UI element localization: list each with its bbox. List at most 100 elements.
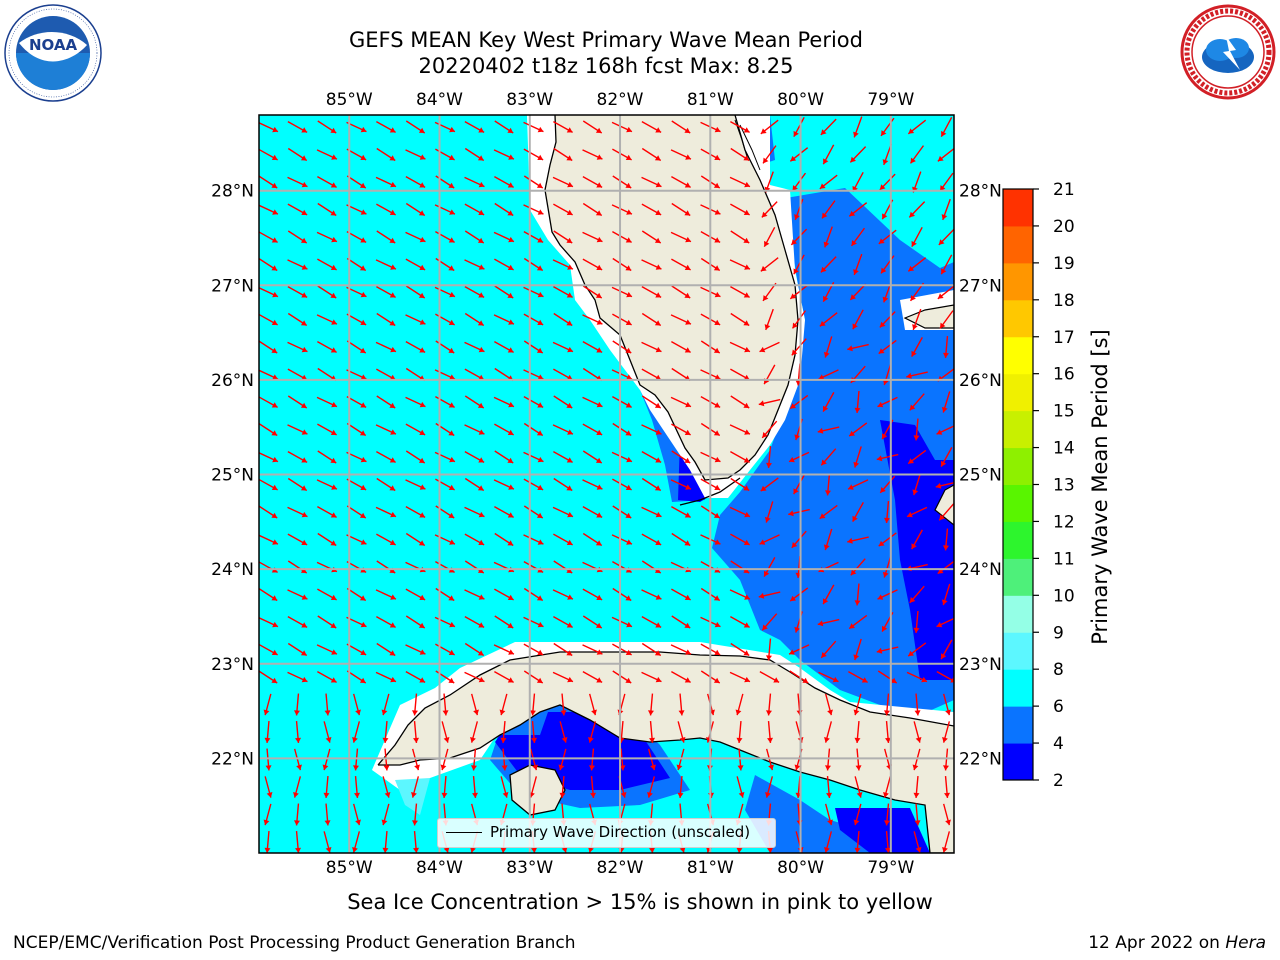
wave-arrow [611,616,633,628]
wave-arrow [765,638,772,661]
wave-arrow [677,721,686,743]
wave-arrow [822,392,835,412]
wave-arrow [730,203,750,216]
wave-arrow [375,341,397,353]
wave-arrow [376,203,396,216]
wave-arrow [287,286,308,298]
chart-title: GEFS MEAN Key West Primary Wave Mean Per… [349,28,863,52]
wave-arrow [317,532,337,547]
wave-arrow [464,176,485,188]
wave-arrow [287,671,308,683]
wave-arrow [641,259,662,270]
wave-arrow [441,775,448,799]
wave-arrow [641,642,662,657]
wave-arrow [259,313,278,326]
wave-arrow [354,775,361,799]
wave-arrow [912,473,921,496]
wave-arrow [287,506,308,518]
wave-arrow [883,776,892,798]
wave-arrow [464,616,485,628]
wave-arrow [470,693,479,716]
wave-arrow [405,450,426,464]
wave-arrow [939,310,954,329]
wave-arrow [523,231,544,243]
lon-tick-label: 82°W [597,858,644,878]
colorbar-label: Primary Wave Mean Period [s] [1088,329,1112,645]
wave-arrow [854,583,861,606]
wave-arrow [523,587,544,602]
colorbar-tick-label: 4 [1053,734,1064,754]
wave-arrow [259,422,278,437]
wave-arrow [641,312,662,327]
wave-arrow [376,230,396,244]
wave-arrow [523,286,544,298]
wave-arrow [850,558,866,576]
axis-tick-labels: 85°W 85°W 84°W 84°W 83°W 83°W 82°W 82°W 81°W 81°W… [211,90,1002,878]
wave-arrow [411,776,420,798]
wave-arrow [847,536,869,544]
wave-arrow [670,149,692,160]
wave-arrow [375,424,397,435]
wave-arrow [553,533,573,546]
wave-arrow [582,258,603,271]
wave-arrow [287,451,308,463]
lon-tick-label: 81°W [687,90,734,110]
wave-arrow [641,589,662,600]
legend-line-swatch [446,832,482,833]
wave-arrow [848,422,868,437]
wave-arrow [523,396,544,408]
wave-arrow [848,202,868,217]
lat-tick-label: 26°N [959,371,1002,391]
wave-arrow [939,172,954,192]
wave-arrow [906,506,928,518]
wave-arrow [346,422,367,437]
wave-arrow [937,285,954,300]
wave-arrow [405,258,426,271]
wave-arrow [936,425,954,435]
wave-arrow [259,587,278,602]
lon-tick-label: 80°W [777,858,824,878]
wave-arrow [405,231,426,243]
wave-arrow [405,396,426,408]
wave-arrow [494,615,514,629]
wave-arrow [293,803,300,826]
wave-arrow [907,257,927,272]
wave-arrow [523,148,544,161]
wave-arrow [494,258,514,271]
lon-tick-label: 84°W [416,90,463,110]
map-area [259,115,954,853]
lon-tick-label: 79°W [867,90,914,110]
wave-arrow [375,589,397,600]
wave-arrow [730,286,750,298]
colorbar: 2 4 6 8 9 10 11 12 13 14 15 16 17 18 19 20 21 [1002,180,1075,791]
lat-tick-label: 27°N [211,276,254,296]
wave-arrow [293,776,302,798]
wave-arrow [352,831,361,853]
wave-arrow [791,172,807,192]
wave-arrow [909,145,925,164]
wave-arrow [553,616,573,628]
wave-arrow [730,477,750,492]
wave-arrow [670,396,692,408]
wave-arrow [730,147,750,162]
lat-tick-label: 22°N [959,749,1002,769]
colorbar-tick-label: 17 [1053,328,1075,348]
colorbar-segment [1003,743,1033,781]
wave-arrow [855,748,862,771]
wave-arrow [676,748,685,771]
wave-arrow [442,693,449,716]
wave-arrow [352,803,361,826]
wave-arrow [582,231,603,243]
wave-arrow [824,803,833,826]
wave-arrow [671,671,691,683]
wave-arrow [612,148,632,161]
wave-direction-arrows [259,116,954,853]
wave-arrow [877,589,898,600]
wave-arrow [944,775,951,799]
wave-arrow [464,259,485,270]
wave-arrow [464,230,485,244]
wave-arrow [263,803,272,826]
wave-arrow [259,231,278,243]
wave-arrow [317,202,337,217]
